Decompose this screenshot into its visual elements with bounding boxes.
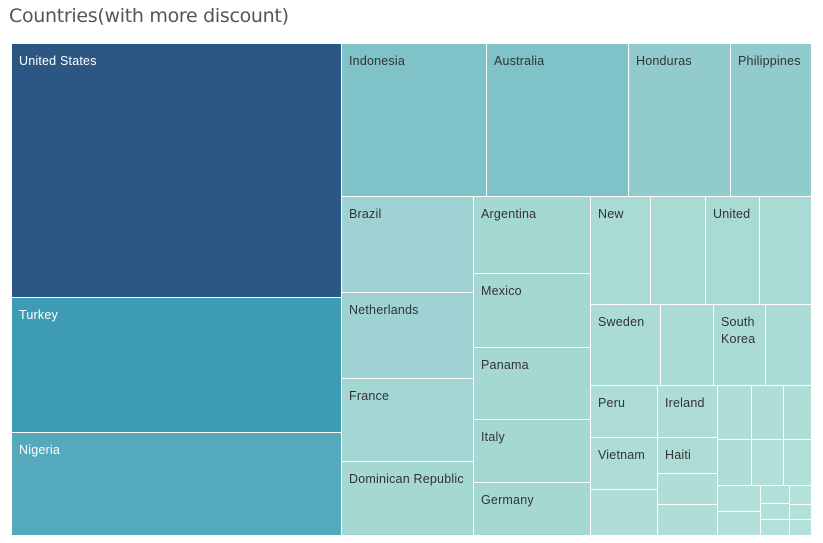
treemap-cell-label: Mexico xyxy=(481,284,522,298)
treemap-cell-label: Vietnam xyxy=(598,448,646,462)
treemap-cell-honduras[interactable]: Honduras xyxy=(629,44,731,197)
treemap-cell-country-31[interactable] xyxy=(718,386,752,440)
treemap-cell-label: Philippines xyxy=(738,54,801,68)
treemap-cell-united[interactable]: United xyxy=(706,197,760,305)
treemap-cell-peru[interactable]: Peru xyxy=(591,386,658,438)
treemap-cell-france[interactable]: France xyxy=(342,379,474,462)
treemap-cell-ireland[interactable]: Ireland xyxy=(658,386,718,438)
treemap-cell-country-33[interactable] xyxy=(784,386,812,440)
treemap-cell-country-43[interactable] xyxy=(790,505,812,520)
treemap-cell-label: Germany xyxy=(481,493,534,507)
chart-title: Countries(with more discount) xyxy=(9,5,289,27)
treemap-cell-label: Sweden xyxy=(598,315,645,329)
treemap-cell-australia[interactable]: Australia xyxy=(487,44,629,197)
treemap-cell-haiti[interactable]: Haiti xyxy=(658,438,718,474)
treemap-cell-country-44[interactable] xyxy=(790,520,812,536)
treemap-cell-country-17[interactable] xyxy=(651,197,706,305)
treemap-cell-country-30[interactable] xyxy=(658,505,718,536)
treemap-cell-sweden[interactable]: Sweden xyxy=(591,305,661,386)
treemap-cell-label: Netherlands xyxy=(349,303,419,317)
treemap-cell-label: Dominican Republic xyxy=(349,472,464,486)
treemap-cell-country-39[interactable] xyxy=(761,486,790,504)
treemap-cell-country-40[interactable] xyxy=(761,504,790,520)
treemap-cell-label: United xyxy=(713,207,751,221)
treemap-cell-indonesia[interactable]: Indonesia xyxy=(342,44,487,197)
treemap-cell-nigeria[interactable]: Nigeria xyxy=(12,433,342,536)
treemap-cell-netherlands[interactable]: Netherlands xyxy=(342,293,474,379)
treemap-cell-country-29[interactable] xyxy=(591,490,658,536)
treemap-cell-new[interactable]: New xyxy=(591,197,651,305)
treemap-cell-dominican-republic[interactable]: Dominican Republic xyxy=(342,462,474,536)
treemap-cell-label: Australia xyxy=(494,54,545,68)
treemap-cell-label: Honduras xyxy=(636,54,692,68)
treemap-cell-mexico[interactable]: Mexico xyxy=(474,274,591,348)
treemap-cell-label: Panama xyxy=(481,358,529,372)
treemap-cell-country-19[interactable] xyxy=(760,197,812,305)
treemap-cell-label: New xyxy=(598,207,624,221)
treemap-cell-label: Indonesia xyxy=(349,54,406,68)
treemap-cell-country-21[interactable] xyxy=(661,305,714,386)
treemap-cell-argentina[interactable]: Argentina xyxy=(474,197,591,274)
treemap-cell-label: United States xyxy=(19,54,97,68)
treemap-cell-country-35[interactable] xyxy=(752,440,784,486)
treemap-cell-country-36[interactable] xyxy=(784,440,812,486)
treemap-cell-label: Brazil xyxy=(349,207,382,221)
treemap-cell-label: Argentina xyxy=(481,207,537,221)
treemap-cell-label: South Korea xyxy=(721,315,756,346)
treemap-cell-germany[interactable]: Germany xyxy=(474,483,591,536)
treemap-cell-country-37[interactable] xyxy=(718,486,761,512)
treemap-cell-turkey[interactable]: Turkey xyxy=(12,298,342,433)
treemap-cell-italy[interactable]: Italy xyxy=(474,420,591,483)
treemap-cell-country-42[interactable] xyxy=(790,486,812,505)
treemap-cell-country-32[interactable] xyxy=(752,386,784,440)
treemap-cell-brazil[interactable]: Brazil xyxy=(342,197,474,293)
treemap-cell-label: Turkey xyxy=(19,308,58,322)
treemap-cell-country-38[interactable] xyxy=(718,512,761,536)
treemap-cell-philippines[interactable]: Philippines xyxy=(731,44,812,197)
treemap-cell-label: Peru xyxy=(598,396,626,410)
treemap-cell-label: Ireland xyxy=(665,396,705,410)
treemap-cell-label: France xyxy=(349,389,390,403)
treemap-cell-label: Nigeria xyxy=(19,443,60,457)
treemap-cell-vietnam[interactable]: Vietnam xyxy=(591,438,658,490)
treemap-cell-label: Italy xyxy=(481,430,505,444)
treemap-cell-south-korea[interactable]: South Korea xyxy=(714,305,766,386)
treemap-cell-panama[interactable]: Panama xyxy=(474,348,591,420)
treemap-cell-label: Haiti xyxy=(665,448,692,462)
treemap-cell-country-28[interactable] xyxy=(658,474,718,505)
treemap-cell-country-41[interactable] xyxy=(761,520,790,536)
treemap-cell-country-23[interactable] xyxy=(766,305,812,386)
treemap-cell-united-states[interactable]: United States xyxy=(12,44,342,298)
treemap-cell-country-34[interactable] xyxy=(718,440,752,486)
